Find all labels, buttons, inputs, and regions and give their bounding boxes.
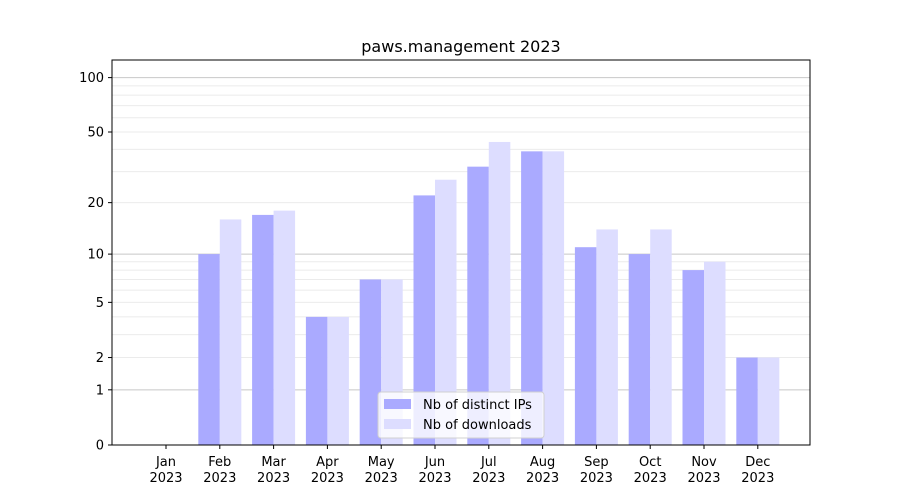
bar-distinct-ips xyxy=(198,254,220,445)
legend-box xyxy=(377,391,545,439)
y-tick-label: 0 xyxy=(96,439,104,454)
y-tick-label: 5 xyxy=(96,296,104,311)
y-tick-label: 50 xyxy=(87,126,104,141)
x-tick-label: Nov 2023 xyxy=(687,455,720,486)
bar-downloads xyxy=(435,179,457,445)
y-tick-label: 20 xyxy=(87,196,104,211)
legend-swatch xyxy=(384,419,411,429)
bar-downloads xyxy=(757,357,780,445)
bar-downloads xyxy=(488,141,511,445)
bar-distinct-ips xyxy=(682,270,704,445)
bar-downloads xyxy=(650,229,672,445)
bar-downloads xyxy=(273,210,296,445)
bar-distinct-ips xyxy=(252,214,274,445)
x-tick-label: Jul 2023 xyxy=(472,455,505,486)
plot-frame xyxy=(111,59,811,446)
x-tick-label: Feb 2023 xyxy=(203,455,236,486)
bar-downloads xyxy=(704,261,726,445)
legend-label: Nb of distinct IPs xyxy=(423,398,532,413)
x-tick-label: Aug 2023 xyxy=(526,455,559,486)
y-tick-label: 2 xyxy=(96,351,104,366)
bar-downloads xyxy=(542,151,565,445)
x-tick-label: Oct 2023 xyxy=(634,455,667,486)
bar-distinct-ips xyxy=(736,357,758,445)
bar-distinct-ips xyxy=(305,316,328,445)
x-tick-label: May 2023 xyxy=(365,455,398,486)
legend-swatch xyxy=(384,399,411,409)
x-tick-label: Mar 2023 xyxy=(257,455,290,486)
bar-distinct-ips xyxy=(574,247,597,445)
y-tick-label: 1 xyxy=(96,383,104,398)
bar-distinct-ips xyxy=(467,166,489,445)
bar-downloads xyxy=(596,229,618,445)
x-tick-label: Jun 2023 xyxy=(418,455,451,486)
bar-downloads xyxy=(327,316,349,445)
x-tick-label: Dec 2023 xyxy=(741,455,774,486)
bar-distinct-ips xyxy=(413,195,435,445)
legend-label: Nb of downloads xyxy=(423,418,532,433)
x-tick-label: Sep 2023 xyxy=(580,455,613,486)
y-tick-label: 100 xyxy=(79,71,104,86)
bar-downloads xyxy=(219,219,242,445)
chart-title: paws.management 2023 xyxy=(361,37,560,56)
x-tick-label: Jan 2023 xyxy=(149,455,182,486)
x-tick-label: Apr 2023 xyxy=(311,455,344,486)
bar-distinct-ips xyxy=(521,151,543,445)
y-tick-label: 10 xyxy=(87,248,104,263)
bar-distinct-ips xyxy=(359,279,382,445)
bar-distinct-ips xyxy=(628,254,651,445)
